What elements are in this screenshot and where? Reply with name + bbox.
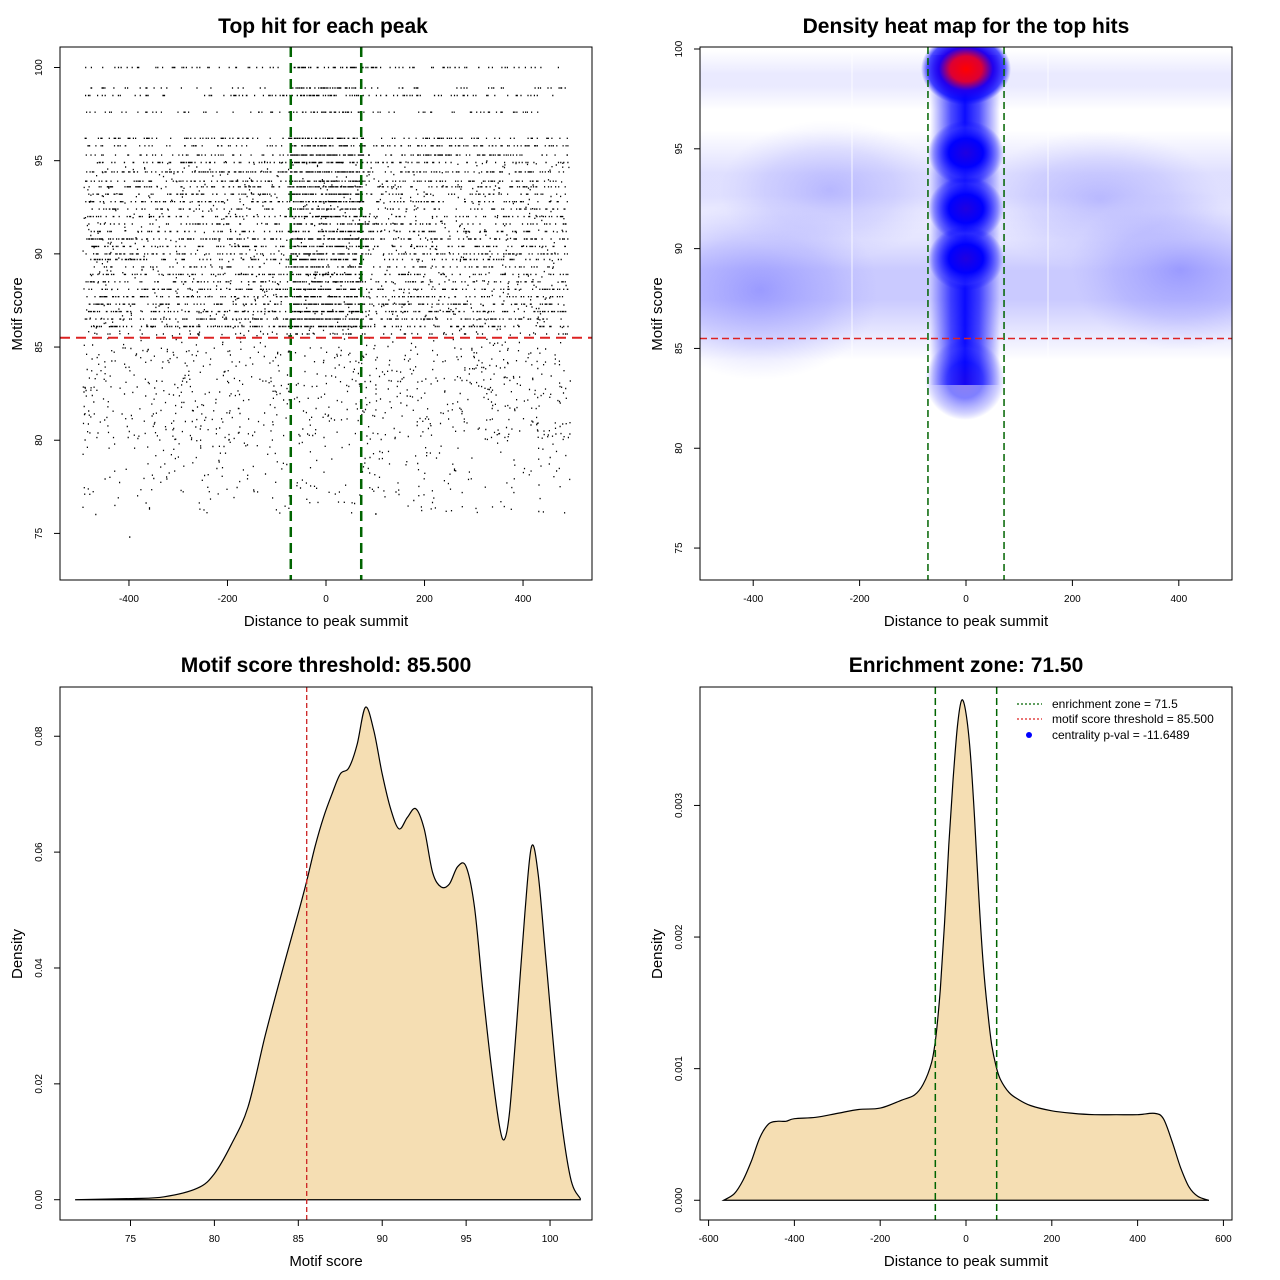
- axes: 75 80 85 90 95 100 0.00 0.02 0.04 0.06 0.08: [34, 726, 559, 1245]
- panel-scatter: Top hit for each peak -400 -200 0 200 400 75 8…: [9, 15, 593, 630]
- y-tick-label: 80: [34, 434, 45, 446]
- panel-score-density: Motif score threshold: 85.500 75 80 85 90 95…: [9, 654, 593, 1270]
- x-tick-label: -200: [850, 594, 870, 605]
- x-tick-label: 400: [1129, 1234, 1146, 1245]
- y-tick-label: 85: [674, 342, 685, 354]
- y-tick-label: 0.06: [34, 842, 45, 862]
- x-tick-label: 85: [293, 1234, 305, 1245]
- heat-hotspot: [928, 226, 1004, 291]
- density-area: [721, 699, 1209, 1202]
- y-tick-label: 0.001: [674, 1056, 685, 1081]
- x-tick-label: 200: [1043, 1234, 1060, 1245]
- density-area: [75, 706, 581, 1201]
- y-axis-label: Density: [649, 928, 666, 979]
- x-axis-label: Distance to peak summit: [884, 613, 1049, 630]
- axes: -600 -400 -200 0 200 400 600 0.000 0.001 0.002 0.0…: [674, 792, 1232, 1245]
- y-tick-label: 75: [674, 542, 685, 554]
- chart-title: Enrichment zone: 71.50: [849, 654, 1084, 677]
- x-axis-label: Distance to peak summit: [884, 1253, 1049, 1270]
- heatmap-field: [700, 47, 1232, 580]
- y-tick-label: 0.002: [674, 924, 685, 949]
- y-axis-label: Density: [9, 928, 26, 979]
- x-tick-label: 400: [515, 594, 532, 605]
- y-tick-label: 95: [34, 155, 45, 167]
- y-tick-label: 0.04: [34, 958, 45, 978]
- y-tick-label: 85: [34, 341, 45, 353]
- y-tick-label: 0.02: [34, 1074, 45, 1094]
- heat-haze: [720, 120, 940, 260]
- x-tick-label: -200: [217, 594, 237, 605]
- axes: -400 -200 0 200 400 75 80 85 90 95 100: [674, 40, 1188, 605]
- y-tick-label: 0.00: [34, 1190, 45, 1210]
- x-tick-label: 0: [323, 594, 329, 605]
- plot-frame: [59, 46, 593, 581]
- y-tick-label: 0.000: [674, 1187, 685, 1212]
- legend: enrichment zone = 71.5 motif score thres…: [1017, 697, 1214, 742]
- x-tick-label: -400: [743, 594, 763, 605]
- y-tick-label: 75: [34, 527, 45, 539]
- x-tick-label: -400: [119, 594, 139, 605]
- chart-title: Density heat map for the top hits: [803, 15, 1130, 38]
- y-tick-label: 90: [34, 248, 45, 260]
- heat-haze: [980, 130, 1220, 270]
- legend-threshold-label: motif score threshold = 85.500: [1052, 712, 1214, 726]
- y-tick-label: 100: [674, 40, 685, 57]
- x-tick-label: 95: [461, 1234, 473, 1245]
- scatter-point-cloud: [82, 66, 571, 538]
- x-axis-label: Motif score: [289, 1253, 362, 1270]
- plot-frame: [59, 686, 593, 1221]
- x-tick-label: -200: [870, 1234, 890, 1245]
- y-tick-label: 100: [34, 59, 45, 76]
- heat-hotspot: [928, 120, 1004, 185]
- legend-pval-label: centrality p-val = -11.6489: [1052, 728, 1190, 742]
- x-tick-label: 0: [963, 594, 969, 605]
- x-axis-label: Distance to peak summit: [244, 613, 409, 630]
- y-axis-label: Motif score: [649, 277, 666, 350]
- x-tick-label: 0: [963, 1234, 969, 1245]
- panel-heatmap: Density heat map for the top hits -400 -2…: [649, 15, 1233, 630]
- heat-blob: [925, 340, 1005, 420]
- heat-hotspot: [928, 176, 1004, 241]
- axes: -400 -200 0 200 400 75 80 85 90 95 100: [34, 59, 532, 605]
- x-tick-label: -400: [784, 1234, 804, 1245]
- y-axis-label: Motif score: [9, 277, 26, 350]
- x-tick-label: 100: [542, 1234, 559, 1245]
- heat-hotspot: [921, 47, 1011, 105]
- x-tick-label: 600: [1215, 1234, 1232, 1245]
- y-tick-label: 0.08: [34, 726, 45, 746]
- x-tick-label: 200: [1064, 594, 1081, 605]
- x-tick-label: 400: [1170, 594, 1187, 605]
- panel-distance-density: Enrichment zone: 71.50 -600 -400 -200 0 200 4…: [649, 654, 1233, 1270]
- legend-zone-label: enrichment zone = 71.5: [1052, 697, 1178, 711]
- x-tick-label: 90: [377, 1234, 389, 1245]
- x-tick-label: -600: [699, 1234, 719, 1245]
- y-tick-label: 80: [674, 442, 685, 454]
- x-tick-label: 80: [209, 1234, 221, 1245]
- chart-title: Motif score threshold: 85.500: [181, 654, 472, 677]
- y-tick-label: 95: [674, 143, 685, 155]
- y-tick-label: 90: [674, 243, 685, 255]
- legend-pval-swatch: [1026, 732, 1032, 738]
- heat-hotspots: [921, 47, 1011, 291]
- x-tick-label: 75: [125, 1234, 137, 1245]
- scatter-points: [82, 66, 571, 538]
- y-tick-label: 0.003: [674, 792, 685, 817]
- chart-title: Top hit for each peak: [218, 15, 428, 38]
- x-tick-label: 200: [416, 594, 433, 605]
